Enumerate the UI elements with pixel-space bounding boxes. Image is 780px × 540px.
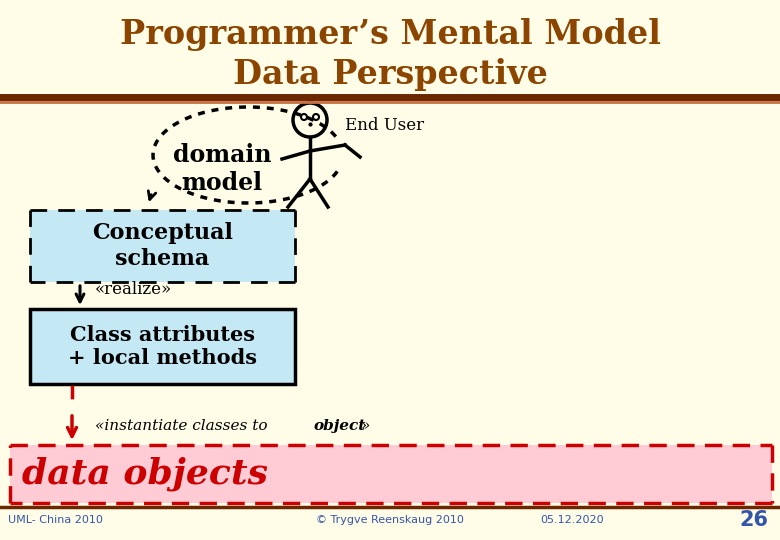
Text: 05.12.2020: 05.12.2020 (540, 515, 604, 525)
Text: UML- China 2010: UML- China 2010 (8, 515, 103, 525)
Text: «instantiate classes to: «instantiate classes to (95, 419, 272, 433)
Text: © Trygve Reenskaug 2010: © Trygve Reenskaug 2010 (316, 515, 464, 525)
Text: Data Perspective: Data Perspective (232, 58, 548, 91)
Text: domain
model: domain model (172, 143, 271, 195)
Text: »: » (360, 419, 370, 433)
FancyBboxPatch shape (30, 210, 295, 282)
Text: object: object (313, 419, 365, 433)
FancyBboxPatch shape (10, 445, 772, 503)
Text: 26: 26 (739, 510, 768, 530)
FancyBboxPatch shape (30, 309, 295, 384)
Text: Programmer’s Mental Model: Programmer’s Mental Model (119, 18, 661, 51)
Text: End User: End User (345, 117, 424, 134)
Text: «realize»: «realize» (95, 281, 172, 299)
Text: Class attributes
+ local methods: Class attributes + local methods (68, 325, 257, 368)
Text: data objects: data objects (22, 457, 268, 491)
Text: Conceptual
schema: Conceptual schema (92, 222, 233, 269)
